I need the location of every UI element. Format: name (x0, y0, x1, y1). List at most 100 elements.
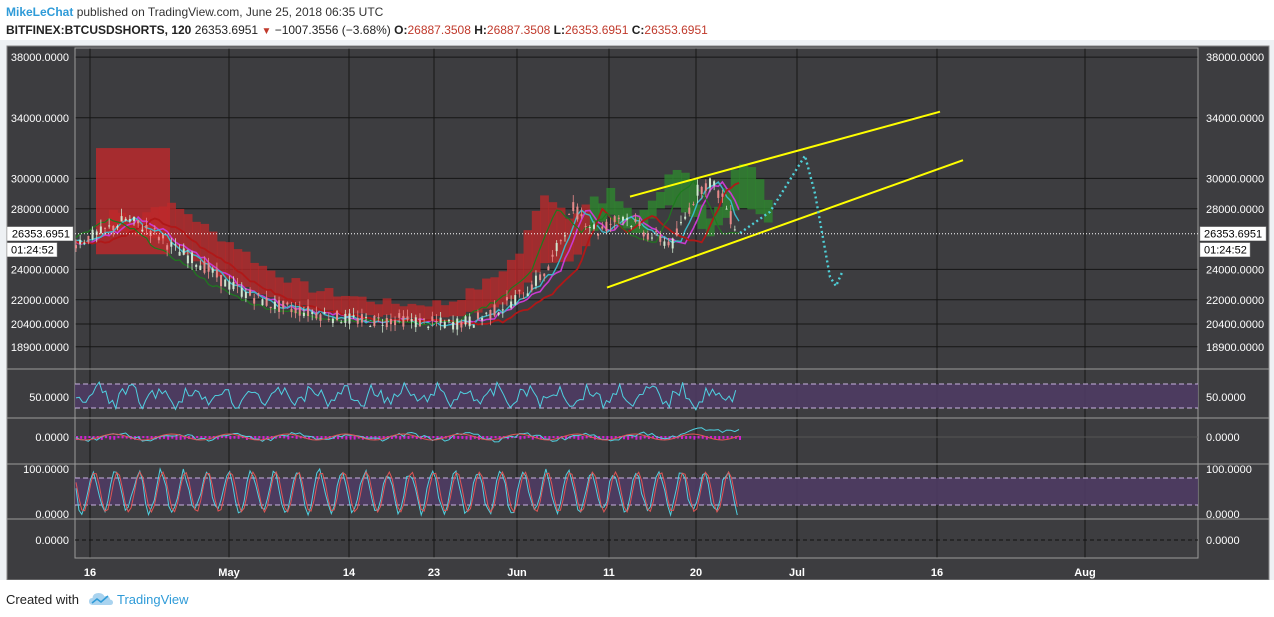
cloud-segment (407, 303, 417, 319)
rising-wedge-lines[interactable] (606, 110, 964, 289)
stoch-k-line (75, 467, 738, 517)
candle (249, 289, 252, 296)
cloud-segment (672, 169, 682, 208)
candle (671, 238, 674, 249)
stoch-band (75, 478, 1198, 505)
indicator-line (75, 179, 740, 326)
cloud-segment (390, 303, 400, 318)
candle (224, 279, 227, 287)
cloud-segment (266, 270, 276, 298)
candle (174, 244, 177, 246)
published-text: published on TradingView.com, June 25, 2… (76, 5, 384, 19)
candle (638, 221, 641, 227)
candle (369, 326, 372, 328)
candle (659, 235, 662, 242)
macd-histogram-bar (494, 436, 497, 439)
candle (418, 318, 421, 327)
macd-histogram-bar (432, 436, 435, 439)
time-tick-label: 23 (428, 567, 440, 579)
countdown-box (6, 242, 58, 257)
open-label: O: (394, 23, 408, 37)
macd-histogram-bar (424, 436, 427, 439)
candle (137, 220, 140, 224)
macd-histogram-bar (519, 436, 522, 440)
macd-histogram-bar (730, 436, 733, 439)
macd-histogram-bar (511, 436, 514, 439)
candle (530, 284, 533, 291)
candle (257, 293, 260, 295)
macd-histogram-bar (171, 436, 174, 439)
candle (191, 252, 194, 264)
cloud-segment (382, 298, 392, 315)
macd-histogram-bar (117, 436, 120, 439)
candle (278, 300, 281, 312)
candle (621, 216, 624, 221)
candle (178, 251, 181, 256)
tradingview-cloud-icon[interactable] (88, 590, 114, 608)
candle (431, 316, 434, 321)
cloud-segment (250, 262, 259, 293)
cloud-segment (515, 253, 525, 295)
projection-path[interactable] (739, 152, 844, 289)
symbol-label[interactable]: BITFINEX:BTCUSDSHORTS, 120 (6, 23, 192, 37)
candle (704, 183, 707, 191)
author-link[interactable]: MikeLeChat (6, 5, 74, 19)
candle (294, 307, 297, 314)
macd-histogram-bar (390, 436, 393, 440)
tradingview-brand-link[interactable]: TradingView (117, 592, 189, 607)
macd-histogram-bar (403, 436, 406, 439)
candle (464, 316, 467, 325)
indicator-level-label-right: 50.0000 (1206, 392, 1246, 404)
candle (273, 301, 276, 309)
cloud-segment (349, 296, 359, 314)
macd-histogram-bar (718, 436, 721, 440)
macd-histogram-bar (440, 436, 443, 440)
cloud-segment (448, 301, 458, 317)
candle (124, 218, 127, 221)
candle (141, 229, 144, 232)
time-axis[interactable]: 16 May 14 23 Jun 11 20 Jul 16 Aug (84, 567, 1096, 579)
macd-line (75, 427, 740, 443)
candle (282, 300, 285, 308)
stoch-d-line (75, 470, 738, 514)
candle (572, 202, 575, 212)
candle (667, 241, 670, 246)
chart-area[interactable]: 50.0000 50.0000 0.0000 0.0000 100.0000 100.00… (0, 40, 1274, 580)
projection-dotted-line (739, 152, 844, 289)
indicator-level-label-right: 100.0000 (1206, 464, 1252, 476)
macd-histogram-bar (680, 436, 683, 440)
macd-histogram-bar (411, 436, 414, 439)
candle (551, 254, 554, 257)
candle (394, 319, 397, 326)
macd-histogram-bar (337, 436, 340, 440)
candle (410, 319, 413, 322)
macd-histogram-bar (208, 436, 211, 440)
cloud-segment (680, 172, 690, 213)
candle (360, 314, 363, 323)
current-price-box (1199, 226, 1267, 241)
cloud-segment (291, 278, 301, 303)
candle (112, 225, 115, 230)
candle (186, 255, 189, 264)
high-label: H: (474, 23, 487, 37)
macd-histogram-bar (225, 436, 228, 439)
candle (576, 206, 579, 220)
candle (692, 204, 695, 206)
macd-histogram-bar (100, 436, 103, 440)
cloud-segment (631, 214, 641, 234)
macd-histogram-bar (498, 436, 501, 440)
candle (568, 213, 571, 215)
candle (514, 295, 517, 305)
cloud-segment (506, 259, 516, 300)
candle (584, 226, 587, 228)
macd-histogram-bar (341, 436, 344, 439)
time-tick-label: 16 (931, 567, 943, 579)
macd-histogram-bar (125, 436, 128, 439)
candle (725, 208, 728, 210)
down-arrow-icon: ▼ (261, 26, 272, 37)
macd-histogram-bar (577, 436, 580, 440)
candle (547, 266, 550, 271)
macd-histogram-bar (316, 436, 319, 440)
candle (609, 223, 612, 225)
price-axis[interactable]: 38000.0000 38000.0000 34000.0000 34000.0000… (6, 52, 1267, 354)
